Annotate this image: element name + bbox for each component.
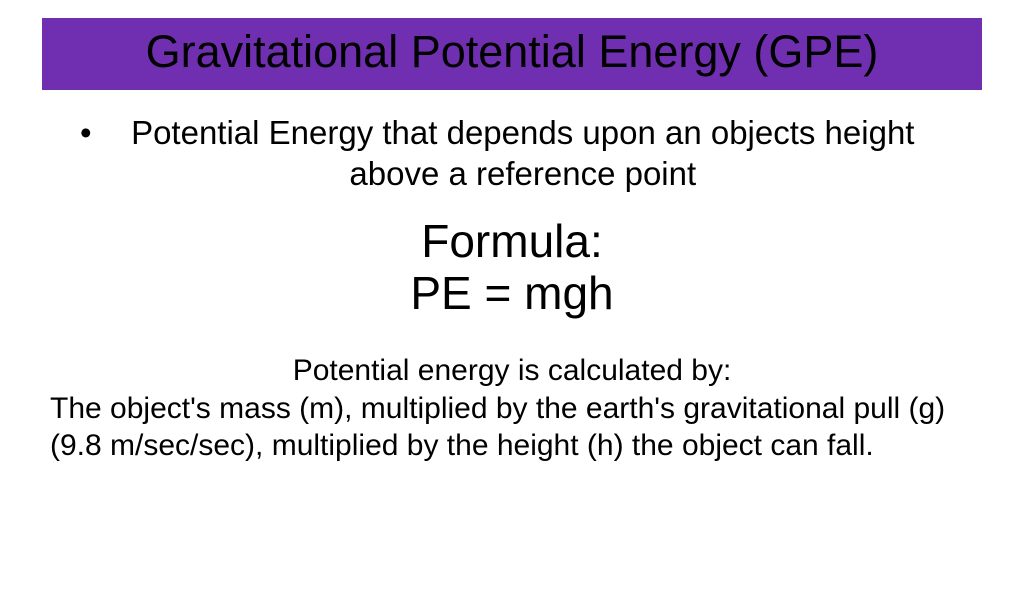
title-bar: Gravitational Potential Energy (GPE) [42,18,982,90]
bullet-area: • Potential Energy that depends upon an … [0,112,1024,195]
explanation-lead: Potential energy is calculated by: [50,352,974,390]
bullet-marker: • [80,112,92,195]
bullet-text: Potential Energy that depends upon an ob… [102,112,944,195]
formula-block: Formula: PE = mgh [0,215,1024,321]
bullet-row: • Potential Energy that depends upon an … [80,112,944,195]
explanation-block: Potential energy is calculated by: The o… [0,352,1024,465]
slide-title: Gravitational Potential Energy (GPE) [146,26,879,77]
explanation-body: The object's mass (m), multiplied by the… [50,390,974,465]
formula-label: Formula: [0,215,1024,268]
formula-expression: PE = mgh [0,267,1024,320]
